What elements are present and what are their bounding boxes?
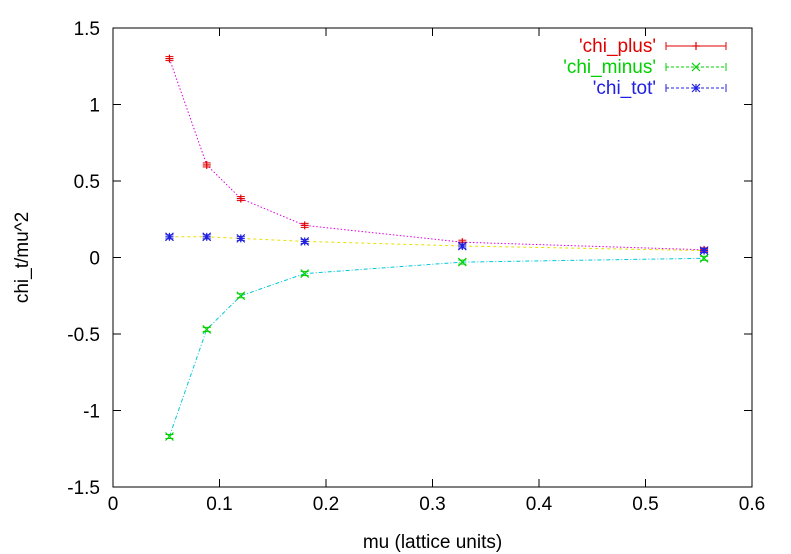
marker-stroke: [691, 83, 701, 93]
series-lines: [168, 58, 705, 437]
data-point: [699, 253, 709, 263]
marker-stroke: [202, 324, 212, 334]
y-tick-label: 1: [89, 96, 100, 117]
x-tick-label: 0.6: [739, 494, 765, 515]
plot-frame: [112, 27, 753, 488]
marker-stroke: [699, 246, 709, 256]
y-tick-label: -1.5: [67, 478, 100, 499]
data-point: [236, 291, 246, 301]
data-point: [202, 324, 212, 334]
marker-stroke: [202, 232, 212, 242]
y-tick-label: 1.5: [74, 19, 100, 40]
axis-tick-labels: 0 0.1 0.2 0.3 0.4 0.5 0.6 -1.5 -1 -0.5 0 0.5 1 1.5: [67, 19, 765, 515]
x-tick-label: 0.4: [526, 494, 553, 515]
data-point: [457, 257, 467, 267]
data-point: [236, 233, 246, 243]
x-tick-label: 0.5: [632, 494, 658, 515]
marker-stroke: [699, 253, 709, 263]
x-tick-label: 0.3: [419, 494, 445, 515]
marker-stroke: [165, 232, 174, 242]
series-line-2: [169, 236, 705, 252]
marker-stroke: [236, 291, 246, 301]
data-point: [165, 432, 174, 441]
legend: 'chi_plus''chi_minus''chi_tot': [563, 36, 727, 99]
y-tick-label: 0.5: [74, 172, 100, 193]
y-tick-label: -1: [83, 402, 100, 423]
data-point: [300, 221, 309, 230]
data-point: [202, 160, 211, 169]
marker-stroke: [691, 62, 701, 72]
data-point: [165, 54, 174, 63]
x-axis-label: mu (lattice units): [363, 532, 502, 553]
marker-stroke: [236, 233, 246, 243]
y-axis-label: chi_t/mu^2: [12, 212, 33, 303]
marker-stroke: [457, 257, 467, 267]
legend-label: 'chi_tot': [593, 78, 656, 99]
y-tick-label: 0: [89, 249, 100, 270]
legend-label: 'chi_plus': [579, 36, 656, 57]
marker-stroke: [300, 237, 310, 246]
data-point: [699, 246, 709, 256]
x-tick-label: 0.2: [313, 494, 339, 515]
legend-marker: [691, 83, 701, 93]
x-tick-label: 0.1: [206, 494, 232, 515]
marker-stroke: [165, 432, 174, 441]
data-point: [165, 232, 174, 242]
axis-ticks: [112, 27, 753, 488]
series-points: [165, 54, 709, 441]
legend-marker: [692, 42, 700, 50]
marker-stroke: [457, 241, 467, 251]
data-point: [300, 269, 310, 278]
data-point: [202, 232, 212, 242]
x-tick-label: 0: [108, 494, 119, 515]
legend-marker: [691, 62, 701, 72]
marker-stroke: [300, 269, 310, 278]
y-tick-label: -0.5: [67, 325, 100, 346]
data-point: [236, 194, 245, 203]
data-point: [457, 241, 467, 251]
series-line-1: [168, 257, 705, 437]
data-point: [300, 237, 310, 246]
legend-label: 'chi_minus': [563, 57, 656, 78]
